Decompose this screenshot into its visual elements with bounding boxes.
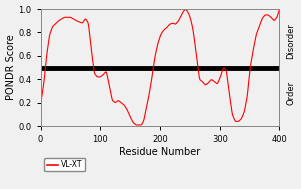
Text: Disorder: Disorder (287, 23, 296, 59)
Text: Order: Order (287, 81, 296, 105)
Legend: VL-XT: VL-XT (45, 158, 85, 171)
Y-axis label: PONDR Score: PONDR Score (5, 35, 16, 101)
X-axis label: Residue Number: Residue Number (119, 147, 201, 157)
